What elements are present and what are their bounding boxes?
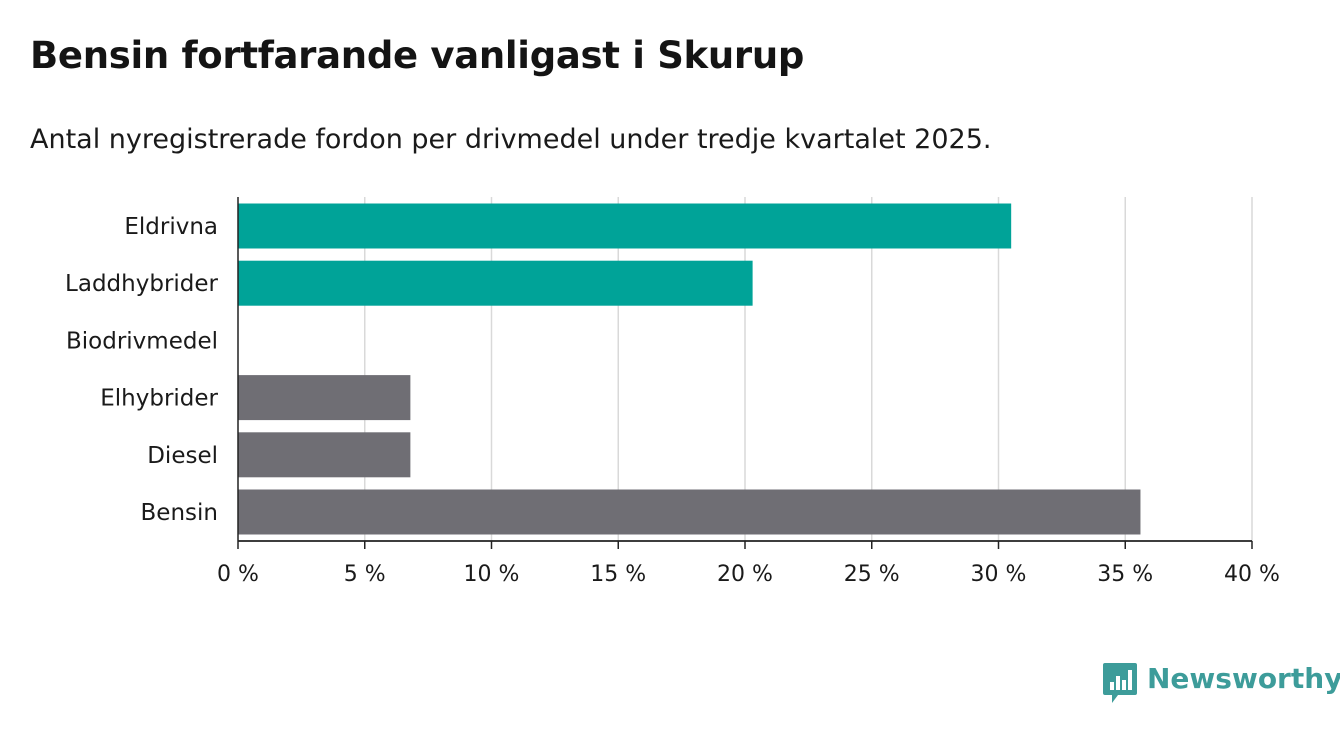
category-label-bensin: Bensin: [141, 500, 218, 526]
x-tick-label: 10 %: [464, 562, 520, 587]
x-tick-label: 15 %: [590, 562, 646, 587]
gridlines: [364, 197, 1253, 541]
newsworthy-logo: Newsworthy: [1102, 662, 1340, 704]
category-label-biodrivmedel: Biodrivmedel: [66, 328, 218, 354]
category-labels: Eldrivna Laddhybrider Biodrivmedel Elhybrid…: [65, 214, 218, 526]
x-tick-label: 5 %: [344, 562, 386, 587]
x-axis: 0 % 5 % 10 % 15 % 20 % 25 % 30 % 35 % 40 %: [217, 197, 1280, 587]
x-tick-label: 35 %: [1097, 562, 1153, 587]
x-tick-label: 40 %: [1224, 562, 1280, 587]
newsworthy-logo-icon: [1103, 663, 1137, 703]
category-label-elhybrider: Elhybrider: [100, 386, 218, 412]
category-label-eldrivna: Eldrivna: [124, 214, 218, 240]
chart-title: Bensin fortfarande vanligast i Skurup: [30, 34, 805, 77]
newsworthy-logo-text: Newsworthy: [1147, 662, 1340, 695]
bar-eldrivna: [238, 203, 1012, 249]
x-tick-label: 30 %: [971, 562, 1027, 587]
bar-elhybrider: [238, 375, 411, 421]
bar-laddhybrider: [238, 260, 753, 306]
bars: [238, 203, 1141, 535]
x-tick-label: 20 %: [717, 562, 773, 587]
x-tick-label: 25 %: [844, 562, 900, 587]
chart-subtitle: Antal nyregistrerade fordon per drivmede…: [30, 124, 992, 155]
bar-bensin: [238, 489, 1141, 535]
bar-diesel: [238, 432, 411, 478]
x-tick-label: 0 %: [217, 562, 259, 587]
category-label-laddhybrider: Laddhybrider: [65, 271, 218, 297]
category-label-diesel: Diesel: [147, 443, 218, 469]
